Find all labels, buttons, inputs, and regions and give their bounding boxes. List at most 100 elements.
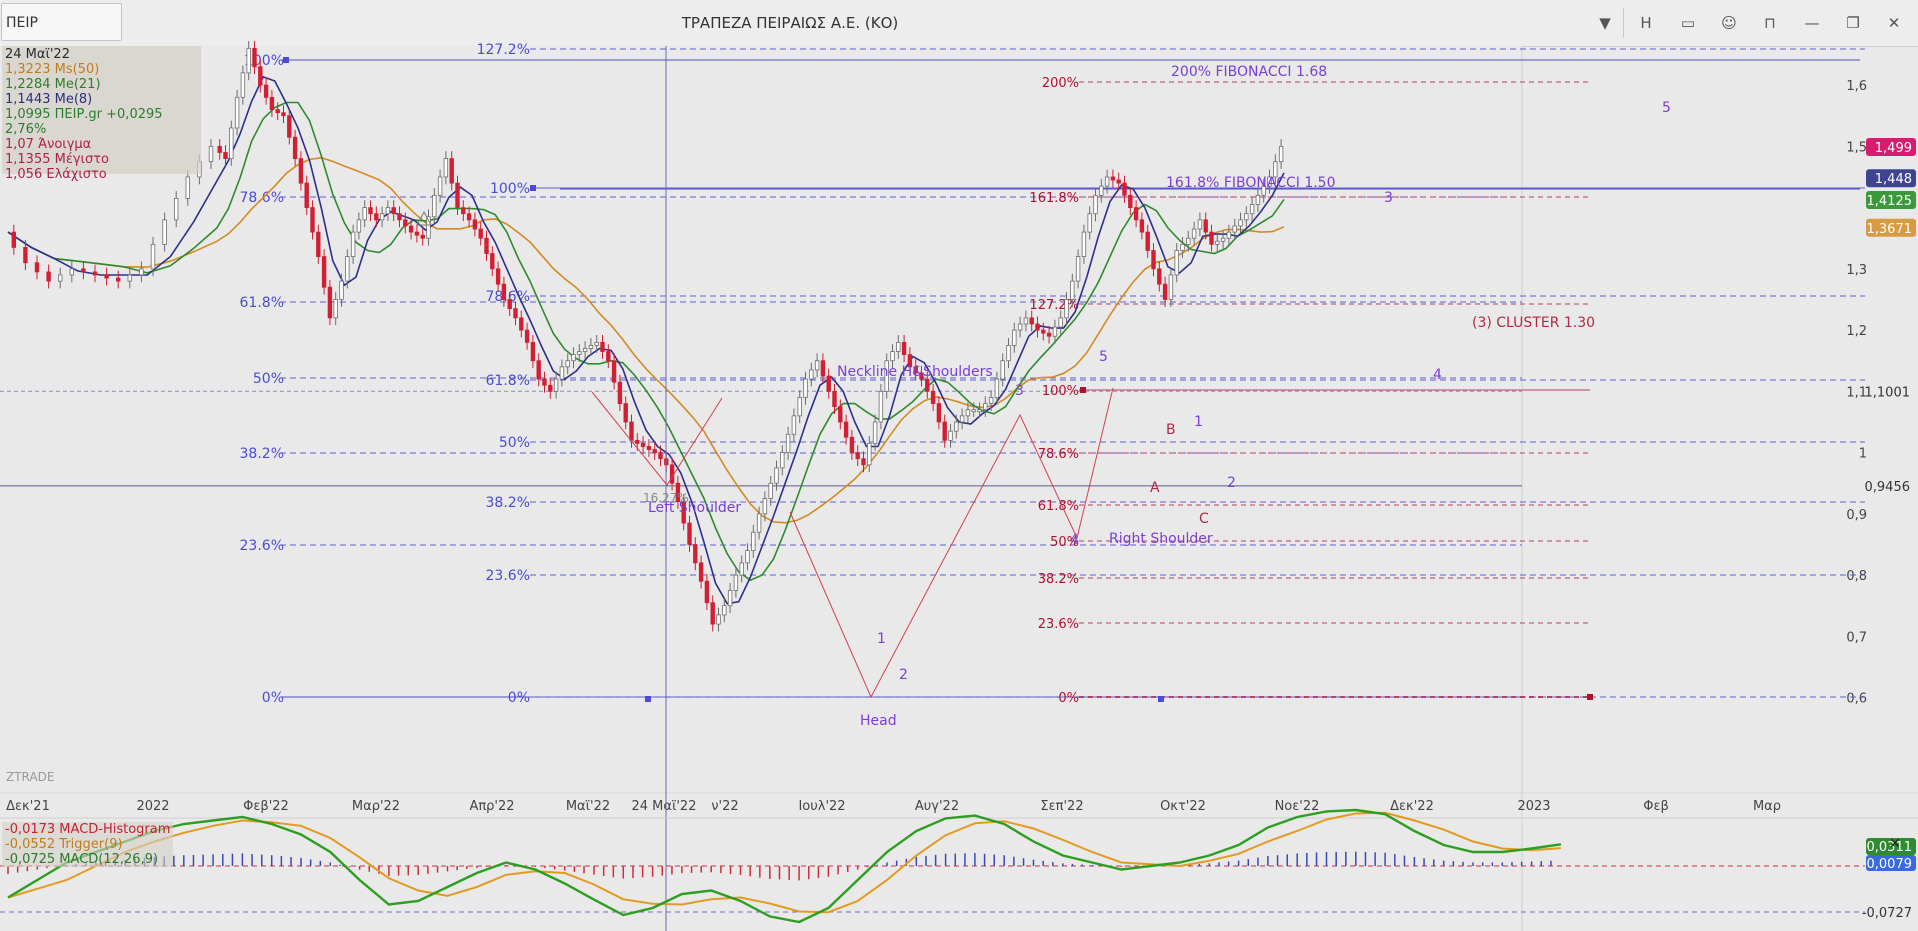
candle-body: [948, 430, 953, 441]
wave-label: 3: [1384, 190, 1393, 206]
candle-body: [1035, 323, 1040, 331]
annotation-head: Head: [860, 713, 897, 729]
candle-body: [588, 345, 594, 349]
candle-body: [519, 317, 524, 331]
macd-badge-label: 0,0311: [1867, 840, 1913, 855]
fib3-level-label: 100%: [1042, 384, 1079, 399]
candle-body: [1116, 179, 1121, 184]
close-icon[interactable]: ✕: [1887, 14, 1901, 32]
candle-body: [959, 415, 965, 423]
wave-label: 1: [877, 631, 886, 647]
candle-body: [1226, 231, 1232, 239]
candle-body: [362, 207, 367, 221]
candle-body: [722, 605, 727, 616]
wave-label: 4: [1433, 367, 1442, 383]
candle-body: [1278, 145, 1284, 163]
candle-body: [379, 213, 385, 221]
fib3-anchor-marker: [1080, 387, 1086, 393]
candle-body: [861, 458, 866, 466]
fib2-level-label: 23.6%: [486, 568, 530, 584]
annotation-neckline: Neckline H&Shoulders: [837, 364, 993, 380]
toolbar-divider: [1623, 8, 1624, 38]
x-tick-label: Φεβ: [1643, 799, 1669, 814]
candle-body: [81, 268, 86, 273]
fib2-level-label: 100%: [490, 181, 530, 197]
candle-body: [1046, 332, 1052, 337]
fib1-level-label: 0%: [262, 690, 284, 706]
candle-body: [1058, 317, 1063, 328]
info-line-low: 1,056 Ελάχιστο: [5, 167, 107, 182]
candle-body: [34, 262, 40, 273]
fib2-level-label: 127.2%: [477, 42, 530, 58]
candle-body: [774, 467, 779, 484]
fib1-level-label: 23.6%: [240, 538, 284, 554]
fib3-level-label: 161.8%: [1029, 191, 1079, 206]
price-badge-label: 1,448: [1875, 172, 1912, 187]
x-tick-label: 2022: [136, 799, 169, 814]
x-tick-label: Οκτ'22: [1160, 799, 1206, 814]
wave-label: 1: [1194, 414, 1203, 430]
macd-hist-label: -0,0173 MACD-Histogram: [5, 822, 171, 837]
candle-body: [1128, 194, 1133, 209]
candle-body: [640, 443, 646, 447]
fib3-level-label: 23.6%: [1038, 617, 1079, 632]
x-tick-label: Φεβ'22: [243, 799, 289, 814]
info-line-open: 1,07 Άνοιγμα: [5, 137, 92, 152]
wave-label: 4: [1070, 532, 1079, 548]
info-line-date: 24 Μαϊ'22: [5, 47, 70, 62]
candle-body: [345, 256, 350, 282]
candle-body: [162, 219, 167, 245]
lock-icon[interactable]: ⊓: [1764, 14, 1776, 32]
candle-body: [234, 96, 240, 129]
candle-body: [971, 409, 976, 413]
candle-body: [321, 256, 327, 288]
minimize-icon[interactable]: —: [1804, 14, 1820, 32]
y-tick-label: 1,3: [1846, 263, 1867, 278]
macd-badge: [1866, 838, 1916, 855]
candle-body: [780, 452, 785, 469]
candle-body: [942, 421, 947, 441]
chart-title: ΤΡΑΠΕΖΑ ΠΕΙΡΑΙΩΣ Α.Ε. (ΚΟ): [681, 14, 899, 32]
candle-body: [582, 348, 588, 352]
window-icon[interactable]: ▭: [1680, 14, 1696, 32]
face-icon[interactable]: ☺: [1721, 14, 1737, 32]
chevron-down-icon[interactable]: ▼: [1599, 14, 1611, 32]
candle-body: [727, 590, 733, 607]
macd-lower-label: -0,0727: [1862, 906, 1912, 921]
candle-body: [1064, 299, 1069, 319]
candle-body: [501, 283, 507, 300]
candle-body: [116, 277, 121, 282]
symbol-input[interactable]: ΠΕΙΡ: [1, 3, 122, 41]
candle-body: [919, 372, 924, 380]
candle-body: [287, 115, 292, 138]
annotation-left-shoulder: Left Shoulder: [648, 500, 741, 516]
candle-body: [327, 286, 333, 319]
candle-body: [223, 152, 228, 160]
candle-body: [1122, 182, 1127, 196]
candle-body: [46, 271, 51, 282]
fib1-anchor-marker: [283, 57, 289, 63]
fib3-end-marker: [1587, 694, 1593, 700]
candle-body: [965, 409, 971, 417]
candle-body: [925, 378, 930, 392]
candle-body: [1261, 185, 1266, 196]
candle-body: [432, 194, 437, 218]
candle-body: [127, 274, 132, 282]
candle-body: [1023, 317, 1029, 325]
candle-body: [298, 158, 304, 184]
candle-body: [559, 366, 565, 380]
candle-body: [391, 207, 396, 215]
candle-body: [600, 341, 605, 352]
candle-body: [310, 207, 315, 233]
candle-body: [988, 397, 994, 405]
candle-body: [490, 253, 495, 270]
annotation-200-fib: 200% FIBONACCI 1.68: [1171, 64, 1327, 80]
restore-icon[interactable]: ❐: [1846, 14, 1860, 32]
y-tick-label: 0,6: [1846, 692, 1867, 707]
candle-body: [1186, 237, 1191, 245]
candle-body: [495, 268, 501, 285]
candle-body: [907, 354, 913, 368]
info-line-high: 1,1355 Μέγιστο: [5, 152, 109, 167]
h-button[interactable]: H: [1640, 14, 1652, 32]
